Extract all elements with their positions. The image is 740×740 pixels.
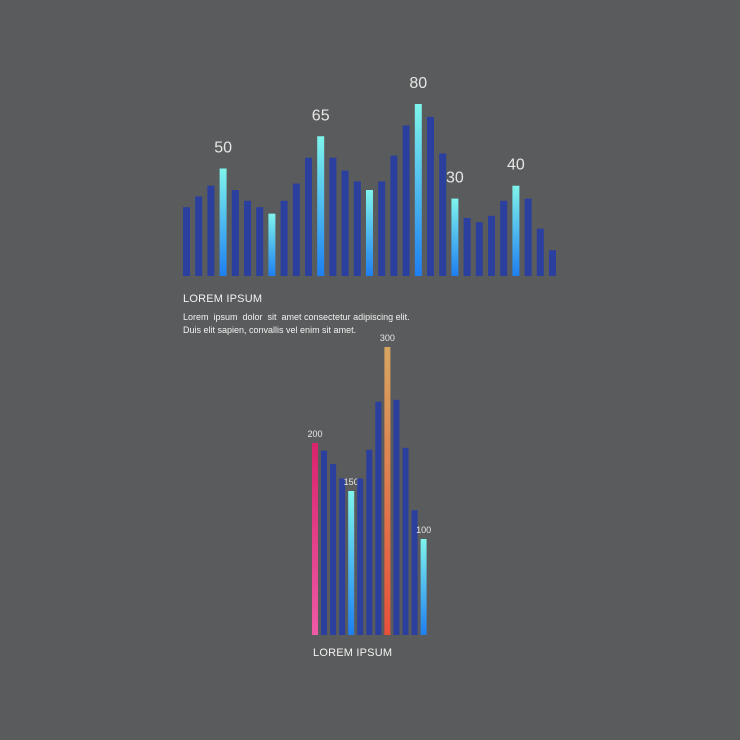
chart-1-bar-highlight — [512, 185, 520, 276]
chart-1-description-line: Duis elit sapien, convallis vel enim sit… — [183, 325, 357, 335]
chart-2-data-label: 300 — [380, 333, 395, 343]
chart-1-bar — [183, 207, 190, 276]
chart-1-bar — [390, 155, 398, 276]
chart-1-bar — [549, 250, 556, 276]
chart-1-bar — [488, 215, 495, 276]
chart-1-bar-highlight — [317, 136, 325, 276]
chart-1-bar-highlight — [451, 198, 459, 276]
chart-1-bar — [524, 198, 532, 276]
chart-1-bar-highlight — [219, 168, 227, 276]
chart-1-bar — [244, 200, 251, 276]
chart-1-bar — [378, 181, 386, 276]
chart-2-bar — [393, 399, 400, 635]
chart-1-bar — [353, 181, 361, 276]
chart-2-bar — [339, 478, 346, 635]
chart-1: 50 65 80 30 40 — [183, 75, 556, 277]
chart-2-bar — [366, 449, 373, 635]
chart-1-data-label: 40 — [507, 157, 525, 174]
chart-1-data-label: 65 — [312, 107, 330, 124]
chart-1-bar — [536, 228, 544, 276]
chart-1-data-label: 80 — [409, 75, 427, 92]
chart-2-bar — [321, 450, 328, 635]
chart-1-bar — [341, 170, 349, 276]
chart-2-bar — [375, 401, 382, 635]
chart-1-bar — [292, 183, 300, 276]
chart-1-bar — [195, 196, 203, 276]
chart-2-bar-highlight — [420, 539, 427, 635]
chart-1-bar-highlight — [414, 104, 422, 276]
chart-1-data-label: 30 — [446, 170, 464, 187]
chart-2-data-label: 200 — [307, 429, 322, 439]
chart-1-bar — [439, 153, 447, 276]
chart-2-bar-highlight — [348, 491, 355, 635]
chart-2-bar-highlight — [312, 443, 318, 635]
chart-1-bar — [207, 185, 215, 276]
chart-1-description: Lorem ipsum dolor sit amet consectetur a… — [183, 311, 410, 337]
chart-1-bar — [427, 116, 434, 277]
chart-2-bar-highlight — [384, 347, 391, 635]
chart-1-bar — [475, 222, 483, 276]
chart-2-bar — [411, 510, 418, 635]
chart-1-bar — [305, 157, 312, 276]
chart-2-data-label: 100 — [416, 525, 431, 535]
chart-1-title: LOREM IPSUM — [183, 293, 263, 305]
chart-1-bar — [280, 200, 288, 276]
chart-2-bar — [402, 447, 409, 635]
chart-2-bar — [330, 464, 337, 635]
chart-2-title: LOREM IPSUM — [313, 647, 393, 659]
chart-1-bar-highlight — [268, 213, 276, 276]
chart-1-description-line: Lorem ipsum dolor sit amet consectetur a… — [183, 312, 410, 322]
chart-1-bar-highlight — [366, 190, 373, 276]
chart-1-bar — [329, 157, 337, 276]
chart-2-data-label: 150 — [344, 477, 359, 487]
chart-1-data-label: 50 — [214, 140, 232, 157]
chart-1-bar — [231, 190, 239, 276]
chart-1-bar — [463, 217, 471, 276]
chart-1-bar — [500, 200, 508, 276]
chart-1-bar — [256, 207, 264, 276]
chart-1-bar — [402, 125, 410, 276]
chart-2: 200 150 300 100 — [307, 333, 431, 635]
chart-2-bar — [357, 478, 364, 635]
